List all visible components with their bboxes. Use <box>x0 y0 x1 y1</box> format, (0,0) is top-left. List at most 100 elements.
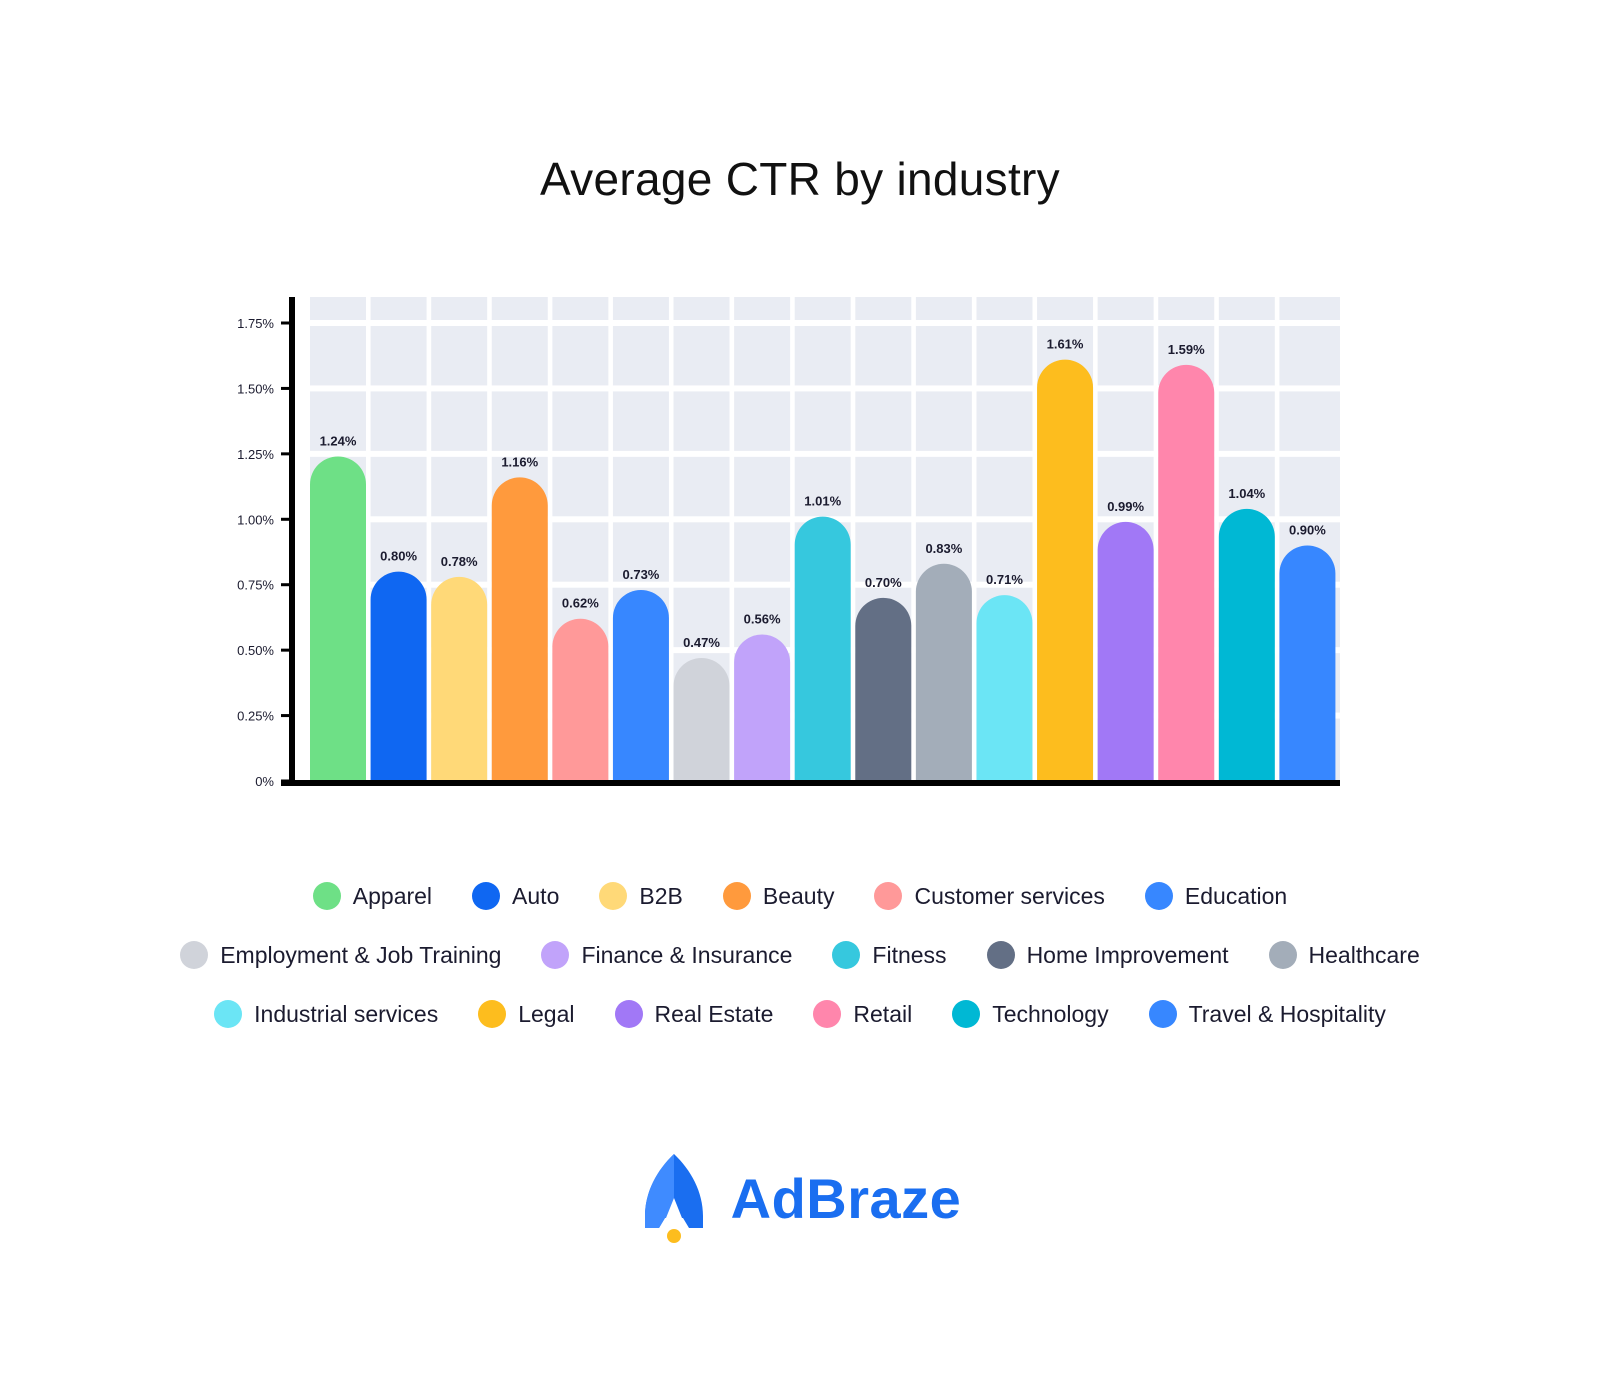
legend-label: Technology <box>992 1000 1109 1027</box>
grid-separator <box>608 297 613 781</box>
legend-item: Technology <box>952 1000 1109 1028</box>
y-tick-mark <box>281 714 291 718</box>
legend-item: Travel & Hospitality <box>1148 1000 1386 1028</box>
bar-8 <box>734 634 791 781</box>
value-label-12: 0.71% <box>986 572 1023 587</box>
y-tick-label: 1.00% <box>237 512 274 527</box>
value-label-7: 0.47% <box>683 635 720 650</box>
grid-separator <box>668 297 674 781</box>
legend-item: Retail <box>813 1000 912 1028</box>
grid-separator <box>911 297 916 781</box>
legend-swatch <box>214 1000 243 1028</box>
value-label-3: 0.78% <box>441 554 478 569</box>
value-label-13: 1.61% <box>1047 337 1084 352</box>
legend-swatch <box>813 1000 842 1028</box>
legend-swatch <box>722 882 751 910</box>
legend-item: Beauty <box>722 882 835 910</box>
bar-4 <box>491 477 548 781</box>
y-tick-mark <box>281 583 291 587</box>
bar-2 <box>370 571 427 781</box>
legend-label: Beauty <box>762 882 835 909</box>
bar-11 <box>915 563 972 781</box>
legend-item: Fitness <box>832 941 947 969</box>
legend-item: Industrial services <box>214 1000 438 1028</box>
bar-17 <box>1279 545 1336 781</box>
value-label-2: 0.80% <box>380 549 417 564</box>
legend-row-2: Employment & Job Training Finance & Insur… <box>0 941 1600 969</box>
bar-14 <box>1097 521 1154 781</box>
bar-9 <box>794 516 851 781</box>
grid-separator <box>850 297 856 781</box>
legend-label: Healthcare <box>1308 941 1420 968</box>
y-tick-label: 1.50% <box>237 381 274 396</box>
y-tick-label: 0.50% <box>237 643 274 658</box>
y-tick-mark <box>281 779 291 783</box>
grid-separator <box>547 297 553 781</box>
bars <box>310 359 1336 781</box>
y-tick-label: 1.25% <box>237 447 274 462</box>
value-label-9: 1.01% <box>804 494 841 509</box>
y-tick-mark <box>281 321 291 325</box>
legend-item: Home Improvement <box>986 941 1229 969</box>
legend-swatch <box>541 941 570 969</box>
bar-6 <box>612 589 669 781</box>
grid-line <box>310 385 1340 392</box>
legend-swatch <box>614 1000 643 1028</box>
legend-swatch <box>180 941 209 969</box>
y-tick-label: 0.75% <box>237 578 274 593</box>
legend-label: Employment & Job Training <box>220 941 502 968</box>
legend-item: Legal <box>478 1000 575 1028</box>
value-label-17: 0.90% <box>1289 522 1326 537</box>
bar-13 <box>1037 359 1094 781</box>
legend-label: Retail <box>853 1000 913 1027</box>
value-label-4: 1.16% <box>501 454 538 469</box>
y-tick-label: 1.75% <box>237 316 274 331</box>
y-tick-label: 0% <box>255 774 274 789</box>
legend-swatch <box>599 882 628 910</box>
legend-label: Fitness <box>872 941 947 968</box>
bar-5 <box>552 618 609 781</box>
legend-label: Education <box>1184 882 1288 909</box>
bar-10 <box>855 597 912 781</box>
legend-item: Real Estate <box>614 1000 774 1028</box>
legend-label: Travel & Hospitality <box>1188 1000 1386 1027</box>
bar-12 <box>976 595 1033 781</box>
y-tick-mark <box>281 517 291 521</box>
legend-label: Real Estate <box>654 1000 774 1027</box>
legend-swatch <box>986 941 1015 969</box>
legend-item: Finance & Insurance <box>541 941 792 969</box>
grid-separator <box>1032 297 1038 781</box>
value-label-15: 1.59% <box>1168 342 1205 357</box>
brand-logo: AdBraze <box>0 1152 1600 1244</box>
value-labels: 1.24% 0.80% 0.78% 1.16% 0.62% 0.73% 0.47% 0.56%… <box>320 337 1327 650</box>
legend-swatch <box>472 882 501 910</box>
value-label-5: 0.62% <box>562 596 599 611</box>
y-tick-labels: 0% 0.25% 0.50% 0.75% 1.00% 1.25% 1.50% 1.75% <box>237 316 274 789</box>
y-axis <box>289 297 295 786</box>
y-tick-mark <box>281 452 291 456</box>
legend-item: Auto <box>472 882 559 910</box>
legend-swatch <box>952 1000 981 1028</box>
axes <box>281 297 1340 786</box>
bar-chart: 1.24% 0.80% 0.78% 1.16% 0.62% 0.73% 0.47% 0.56%… <box>237 297 1340 789</box>
legend-label: Customer services <box>914 882 1105 909</box>
legend-item: Education <box>1144 882 1288 910</box>
grid-separator <box>729 297 735 781</box>
bar-7 <box>673 657 730 781</box>
rocket-icon <box>644 1154 703 1243</box>
x-axis <box>281 780 1340 786</box>
grid-separator <box>366 297 371 781</box>
grid-separator <box>1214 297 1219 781</box>
grid-separator <box>426 297 432 781</box>
legend-row-3: Industrial services Legal Real Estate Retai… <box>0 1000 1600 1028</box>
y-tick-label: 0.25% <box>237 709 274 724</box>
bar-16 <box>1218 508 1275 781</box>
legend-label: Apparel <box>352 882 433 909</box>
legend-label: Auto <box>512 882 560 909</box>
bar-1 <box>310 456 366 781</box>
legend-row-1: Apparel Auto B2B Beauty Customer services Edu… <box>0 882 1600 910</box>
brand-name: AdBraze <box>730 1166 962 1230</box>
bar-3 <box>431 576 488 781</box>
y-tick-mark <box>281 386 291 390</box>
grid-separator <box>1153 297 1159 781</box>
